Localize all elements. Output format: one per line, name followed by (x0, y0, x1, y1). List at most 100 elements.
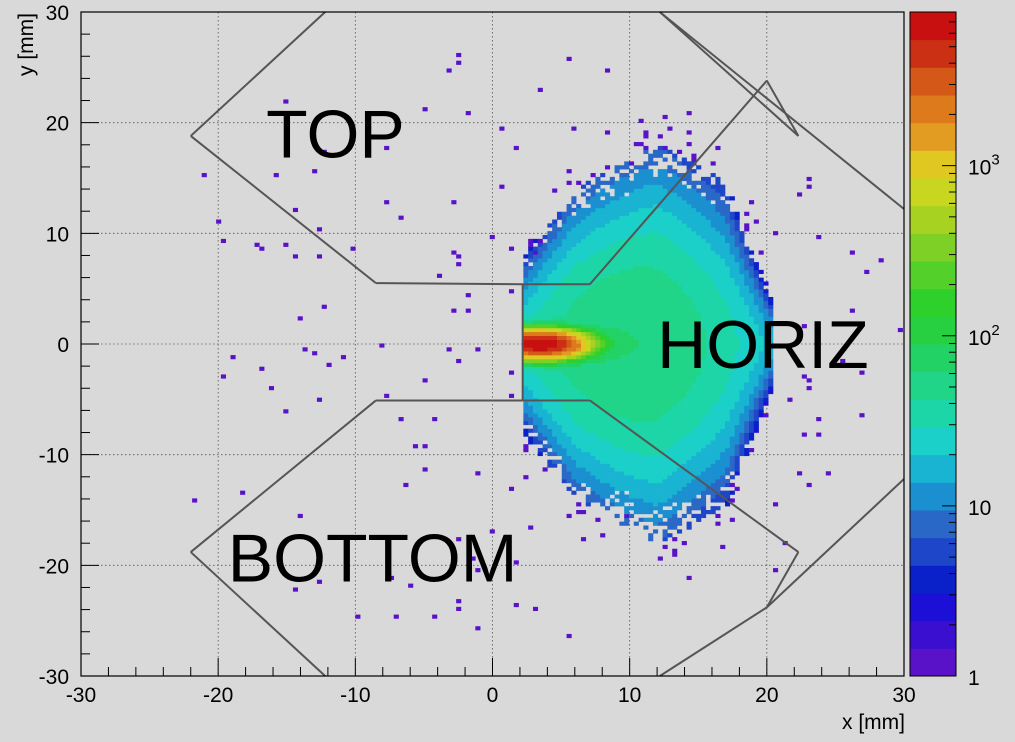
heatmap-cell (696, 459, 702, 464)
heatmap-cell (556, 300, 563, 306)
heatmap-cell (705, 471, 711, 476)
heatmap-cell (676, 409, 683, 414)
heatmap-cell (561, 250, 567, 255)
heatmap-cell (672, 424, 678, 429)
heatmap-cell (643, 405, 649, 410)
heatmap-cell (580, 451, 587, 457)
heatmap-cell (849, 250, 855, 255)
heatmap-cell (657, 262, 663, 267)
heatmap-cell (604, 324, 611, 329)
heatmap-cell (700, 510, 707, 515)
heatmap-cell (710, 293, 716, 298)
heatmap-cell (628, 196, 635, 201)
heatmap-cell (662, 149, 668, 154)
heatmap-cell (672, 331, 678, 336)
heatmap-cell (571, 479, 577, 484)
heatmap-cell (681, 200, 687, 205)
heatmap-cell (691, 374, 697, 379)
heatmap-cell (628, 347, 635, 352)
heatmap-cell (552, 219, 558, 224)
heatmap-cell (700, 455, 707, 460)
heatmap-cell (681, 386, 687, 391)
heatmap-cell (744, 420, 750, 426)
heatmap-cell (523, 420, 529, 426)
heatmap-cell (734, 219, 740, 224)
heatmap-cell (729, 254, 735, 259)
heatmap-cell (561, 479, 567, 484)
heatmap-cell (561, 231, 567, 236)
heatmap-cell (595, 211, 601, 216)
heatmap-cell (734, 316, 740, 321)
heatmap-cell (715, 200, 721, 205)
heatmap-cell (691, 312, 697, 317)
heatmap-cell (556, 358, 563, 364)
heatmap-cell (585, 316, 591, 321)
heatmap-cell (532, 355, 539, 360)
heatmap-cell (720, 300, 726, 306)
heatmap-cell (725, 490, 731, 495)
heatmap-cell (595, 382, 601, 387)
heatmap-cell (532, 417, 539, 422)
heatmap-cell (552, 393, 558, 398)
heatmap-cell (715, 382, 721, 387)
heatmap-cell (628, 355, 635, 360)
heatmap-cell (633, 510, 639, 515)
heatmap-cell (744, 285, 750, 290)
heatmap-cell (700, 347, 707, 352)
heatmap-cell (552, 327, 558, 333)
heatmap-cell (729, 351, 735, 356)
heatmap-cell (768, 335, 774, 340)
heatmap-cell (532, 401, 539, 406)
heatmap-cell (725, 293, 731, 298)
heatmap-cell (628, 192, 635, 197)
heatmap-cell (725, 444, 731, 449)
heatmap-cell (571, 227, 577, 232)
heatmap-cell (600, 417, 606, 422)
heatmap-cell (537, 420, 543, 426)
heatmap-cell (643, 130, 649, 135)
heatmap-cell (657, 281, 663, 286)
heatmap-cell (600, 231, 606, 236)
heatmap-cell (686, 327, 692, 333)
heatmap-cell (609, 463, 615, 468)
heatmap-cell (609, 219, 615, 224)
heatmap-cell (720, 355, 726, 360)
heatmap-cell (643, 409, 649, 414)
heatmap-cell (537, 358, 543, 364)
heatmap-cell (643, 219, 649, 224)
heatmap-cell (566, 231, 572, 236)
heatmap-cell (633, 250, 639, 255)
heatmap-cell (547, 405, 553, 410)
heatmap-cell (566, 343, 572, 348)
heatmap-cell (715, 304, 721, 309)
heatmap-cell (681, 335, 687, 340)
heatmap-cell (652, 176, 659, 182)
heatmap-cell (580, 316, 587, 321)
heatmap-cell (585, 479, 591, 484)
heatmap-cell (590, 440, 596, 445)
heatmap-cell (528, 351, 534, 356)
heatmap-cell (566, 258, 572, 263)
heatmap-cell (763, 401, 769, 406)
heatmap-cell (643, 176, 649, 182)
heatmap-cell (585, 355, 591, 360)
heatmap-cell (566, 269, 572, 275)
heatmap-cell (749, 382, 755, 387)
heatmap-cell (614, 200, 620, 205)
heatmap-cell (686, 289, 692, 294)
heatmap-cell (422, 467, 428, 472)
heatmap-cell (633, 320, 639, 325)
heatmap-cell (657, 444, 663, 449)
heatmap-cell (638, 358, 644, 364)
heatmap-cell (537, 304, 543, 309)
heatmap-cell (571, 374, 577, 379)
heatmap-cells (192, 52, 903, 639)
heatmap-cell (561, 316, 567, 321)
heatmap-cell (758, 351, 764, 356)
heatmap-cell (734, 312, 740, 317)
heatmap-cell (576, 436, 582, 441)
heatmap-cell (667, 513, 673, 519)
heatmap-cell (691, 204, 697, 209)
heatmap-cell (600, 207, 606, 213)
heatmap-cell (753, 324, 759, 329)
